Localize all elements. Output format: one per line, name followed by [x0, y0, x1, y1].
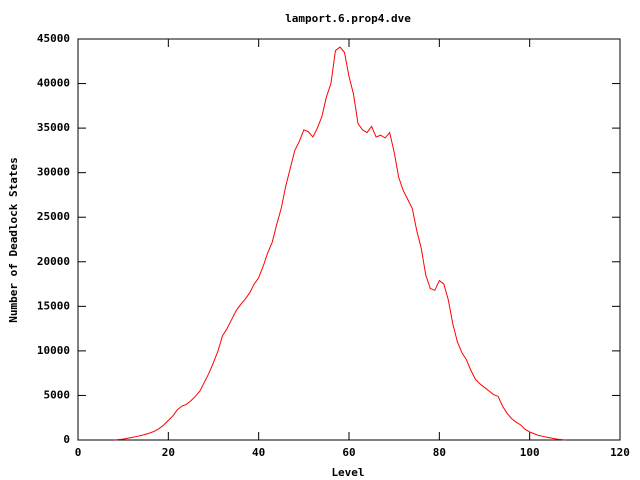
y-tick-label: 25000 — [37, 210, 70, 223]
y-tick-label: 45000 — [37, 32, 70, 45]
y-tick-label: 0 — [63, 433, 70, 446]
y-tick-label: 5000 — [44, 388, 71, 401]
data-line — [114, 46, 566, 441]
x-tick-label: 80 — [433, 446, 446, 459]
y-tick-label: 10000 — [37, 344, 70, 357]
y-tick-label: 40000 — [37, 77, 70, 90]
x-tick-label: 60 — [342, 446, 355, 459]
x-tick-label: 40 — [252, 446, 265, 459]
x-tick-label: 20 — [162, 446, 175, 459]
y-tick-label: 30000 — [37, 166, 70, 179]
y-axis-label: Number of Deadlock States — [7, 157, 20, 323]
y-tick-label: 15000 — [37, 299, 70, 312]
plot-frame — [77, 38, 621, 441]
y-tick-label: 20000 — [37, 255, 70, 268]
x-axis-label: Level — [331, 466, 364, 479]
y-tick-label: 35000 — [37, 121, 70, 134]
x-tick-label: 100 — [520, 446, 540, 459]
x-tick-label: 0 — [75, 446, 82, 459]
chart-title: lamport.6.prop4.dve — [285, 12, 411, 25]
x-tick-label: 120 — [610, 446, 630, 459]
